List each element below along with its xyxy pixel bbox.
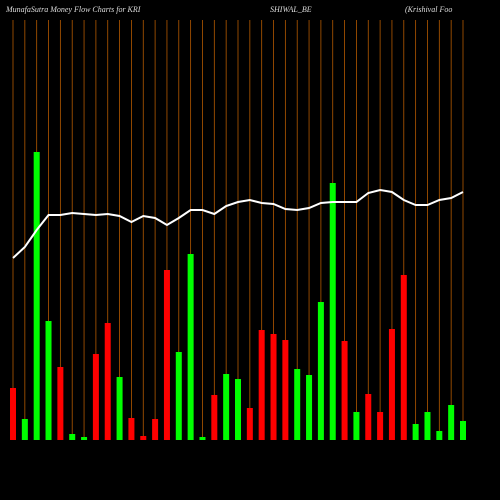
title-mid: SHIWAL_BE bbox=[270, 5, 312, 14]
bar bbox=[258, 330, 265, 440]
bar bbox=[116, 377, 123, 440]
bar bbox=[104, 323, 111, 440]
bar bbox=[92, 354, 99, 440]
bar bbox=[152, 419, 159, 440]
bar bbox=[329, 183, 336, 440]
bar bbox=[282, 340, 289, 440]
bar bbox=[235, 379, 241, 440]
bar bbox=[246, 408, 253, 440]
bar bbox=[175, 352, 182, 440]
bar bbox=[10, 388, 16, 440]
bar bbox=[223, 374, 230, 440]
bar bbox=[187, 254, 194, 440]
bar bbox=[69, 434, 76, 440]
bar bbox=[388, 329, 395, 440]
title-right: (Krishival Foo bbox=[405, 5, 452, 14]
bar bbox=[57, 367, 64, 440]
bar bbox=[377, 412, 384, 440]
bar bbox=[341, 341, 348, 440]
bar bbox=[306, 375, 313, 440]
bar bbox=[412, 424, 419, 440]
bar bbox=[294, 369, 301, 440]
bar bbox=[163, 270, 170, 440]
bar bbox=[436, 431, 443, 440]
bar bbox=[128, 418, 135, 440]
money-flow-line bbox=[12, 188, 464, 259]
bar bbox=[424, 412, 431, 440]
bar bbox=[81, 437, 88, 440]
bar bbox=[353, 412, 360, 440]
bar bbox=[211, 395, 218, 440]
bar bbox=[400, 275, 407, 440]
bar bbox=[33, 152, 40, 440]
bar bbox=[460, 421, 466, 440]
title-left: MunafaSutra Money Flow Charts for KRI bbox=[5, 5, 141, 14]
bar bbox=[21, 419, 28, 440]
bar bbox=[270, 334, 277, 440]
bar bbox=[365, 394, 372, 440]
bar bbox=[199, 437, 206, 440]
bar bbox=[45, 321, 52, 440]
bar bbox=[317, 302, 324, 440]
bar bbox=[140, 436, 147, 440]
bar bbox=[448, 405, 455, 440]
